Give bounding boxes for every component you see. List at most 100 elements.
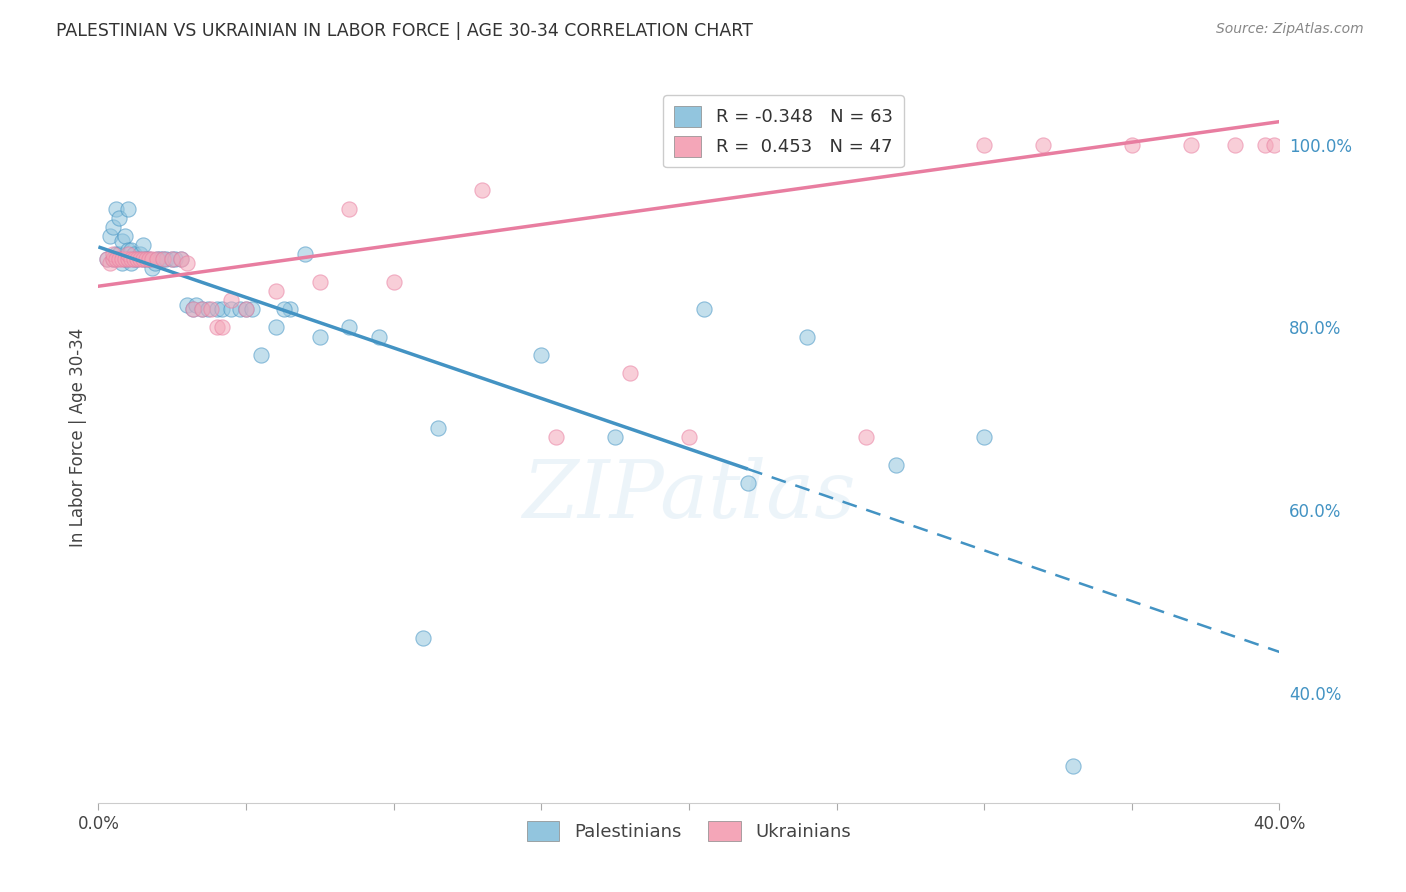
Point	[200, 301, 222, 317]
Point	[117, 202, 139, 216]
Point	[103, 247, 125, 261]
Point	[382, 275, 405, 289]
Point	[103, 252, 125, 266]
Point	[973, 137, 995, 152]
Point	[128, 247, 150, 261]
Point	[132, 252, 155, 266]
Point	[181, 301, 204, 317]
Point	[108, 252, 131, 266]
Point	[176, 256, 198, 270]
Point	[170, 252, 193, 266]
Point	[221, 301, 243, 317]
Point	[152, 252, 174, 266]
Point	[138, 252, 160, 266]
Point	[1263, 137, 1285, 152]
Point	[737, 475, 759, 490]
Text: Source: ZipAtlas.com: Source: ZipAtlas.com	[1216, 22, 1364, 37]
Point	[120, 256, 142, 270]
Point	[146, 252, 169, 266]
Point	[114, 228, 136, 243]
Point	[250, 348, 273, 362]
Point	[766, 137, 789, 152]
Point	[138, 252, 160, 266]
Point	[120, 252, 142, 266]
Point	[117, 243, 139, 257]
Point	[111, 252, 134, 266]
Point	[427, 421, 450, 435]
Point	[693, 301, 716, 317]
Point	[530, 348, 553, 362]
Point	[162, 252, 183, 266]
Point	[1062, 759, 1084, 773]
Point	[240, 301, 263, 317]
Point	[1254, 137, 1277, 152]
Point	[368, 329, 391, 343]
Point	[471, 183, 494, 197]
Point	[111, 256, 134, 270]
Point	[96, 252, 118, 266]
Point	[162, 252, 183, 266]
Legend: Palestinians, Ukrainians: Palestinians, Ukrainians	[520, 814, 858, 848]
Point	[181, 301, 204, 317]
Point	[122, 252, 145, 266]
Point	[855, 430, 877, 444]
Point	[114, 252, 136, 266]
Point	[796, 329, 818, 343]
Point	[114, 252, 136, 266]
Point	[205, 301, 228, 317]
Point	[111, 234, 134, 248]
Point	[1121, 137, 1143, 152]
Point	[973, 430, 995, 444]
Point	[165, 252, 187, 266]
Point	[132, 238, 155, 252]
Point	[294, 247, 316, 261]
Point	[103, 219, 125, 234]
Point	[108, 247, 131, 261]
Point	[98, 228, 121, 243]
Text: ZIPatlas: ZIPatlas	[522, 457, 856, 534]
Point	[309, 329, 332, 343]
Point	[273, 301, 295, 317]
Point	[229, 301, 252, 317]
Point	[1032, 137, 1054, 152]
Point	[132, 252, 155, 266]
Point	[191, 301, 214, 317]
Point	[309, 275, 332, 289]
Point	[264, 284, 287, 298]
Point	[141, 260, 163, 275]
Point	[211, 301, 233, 317]
Point	[221, 293, 243, 307]
Point	[339, 202, 361, 216]
Point	[280, 301, 302, 317]
Point	[135, 252, 157, 266]
Point	[128, 252, 150, 266]
Point	[96, 252, 118, 266]
Point	[135, 252, 157, 266]
Point	[197, 301, 219, 317]
Point	[125, 252, 148, 266]
Point	[211, 320, 233, 334]
Point	[120, 243, 142, 257]
Text: PALESTINIAN VS UKRAINIAN IN LABOR FORCE | AGE 30-34 CORRELATION CHART: PALESTINIAN VS UKRAINIAN IN LABOR FORCE …	[56, 22, 754, 40]
Point	[678, 430, 700, 444]
Point	[117, 247, 139, 261]
Y-axis label: In Labor Force | Age 30-34: In Labor Force | Age 30-34	[69, 327, 87, 547]
Point	[152, 252, 174, 266]
Point	[146, 252, 169, 266]
Point	[117, 252, 139, 266]
Point	[117, 252, 139, 266]
Point	[105, 247, 128, 261]
Point	[149, 252, 172, 266]
Point	[105, 252, 128, 266]
Point	[125, 252, 148, 266]
Point	[122, 252, 145, 266]
Point	[339, 320, 361, 334]
Point	[191, 301, 214, 317]
Point	[546, 430, 568, 444]
Point	[122, 247, 145, 261]
Point	[108, 211, 131, 225]
Point	[1225, 137, 1247, 152]
Point	[619, 366, 641, 380]
Point	[884, 458, 907, 472]
Point	[235, 301, 257, 317]
